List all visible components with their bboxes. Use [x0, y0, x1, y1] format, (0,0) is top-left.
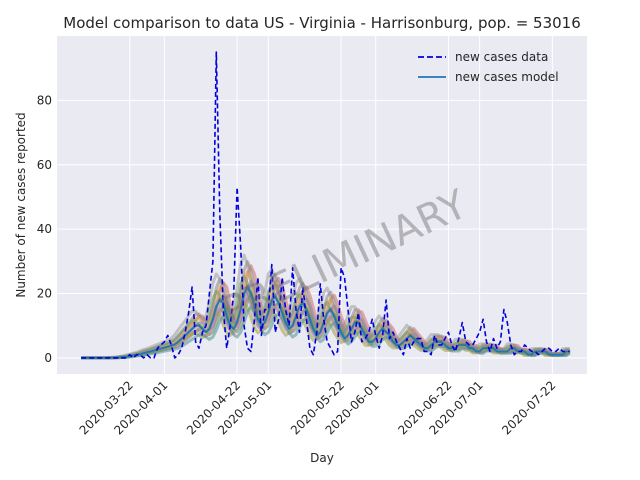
legend-label-data: new cases data — [455, 50, 548, 64]
legend-label-model: new cases model — [455, 70, 559, 84]
y-tick-label: 0 — [44, 351, 52, 365]
series-line-new-cases-data — [81, 51, 570, 359]
model-ensemble-line — [81, 305, 571, 360]
y-axis-label: Number of new cases reported — [14, 112, 28, 297]
y-tick-label: 80 — [37, 93, 52, 107]
y-tick-labels: 0 20 40 60 80 — [37, 93, 52, 365]
series-layer — [81, 51, 570, 359]
x-tick-label: 2020-07-22 — [499, 378, 558, 437]
y-tick-label: 60 — [37, 158, 52, 172]
x-axis-label: Day — [310, 451, 334, 465]
legend: new cases data new cases model — [418, 50, 559, 84]
chart-title: Model comparison to data US - Virginia -… — [63, 14, 581, 32]
y-tick-label: 20 — [37, 287, 52, 301]
y-tick-label: 40 — [37, 222, 52, 236]
model-ensemble-line — [81, 260, 570, 360]
